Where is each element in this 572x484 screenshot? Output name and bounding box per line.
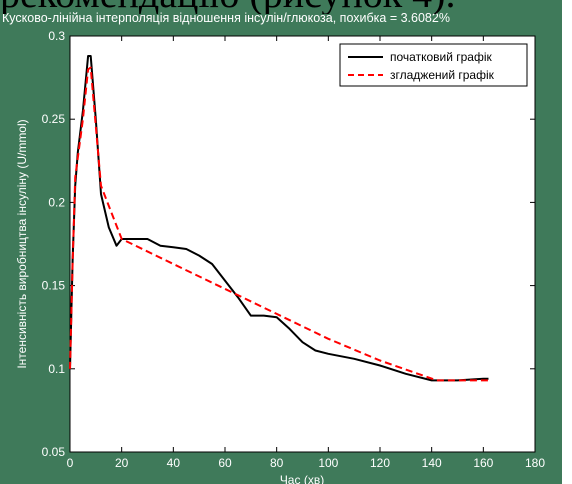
y-axis-label: Інтенсивність виробництва інсуліну (U/mm… [15, 119, 29, 368]
x-tick-label: 0 [67, 456, 74, 470]
legend-label-original: початковий графік [390, 50, 493, 64]
x-tick-label: 80 [270, 456, 284, 470]
x-tick-label: 40 [167, 456, 181, 470]
chart-title: Кусково-лінійна інтерполяція відношення … [2, 11, 450, 25]
x-tick-label: 160 [473, 456, 493, 470]
smoothed-series-line [69, 66, 489, 382]
x-tick-label: 100 [318, 456, 338, 470]
document-fragment: рекомендацію (рисунок 4). [0, 0, 560, 14]
legend-box [339, 43, 528, 87]
x-axis-label: Час (хв) [280, 473, 324, 484]
x-tick-label: 60 [218, 456, 232, 470]
original-series-line [69, 55, 489, 382]
y-tick-label: 0.1 [48, 362, 65, 376]
legend: початковий графік згладжений графік [339, 43, 528, 87]
plot-area [69, 35, 536, 453]
y-tick-label: 0.25 [42, 112, 66, 126]
x-tick-label: 120 [370, 456, 390, 470]
y-tick-label: 0.15 [42, 279, 66, 293]
y-tick-label: 0.3 [48, 29, 65, 43]
legend-label-smoothed: згладжений графік [390, 68, 495, 82]
x-axis-ticks: 0 20 40 60 80 100 120 140 160 180 [67, 36, 545, 470]
x-tick-label: 140 [422, 456, 442, 470]
y-tick-label: 0.05 [42, 445, 66, 459]
x-tick-label: 20 [115, 456, 129, 470]
y-axis-ticks: 0.05 0.1 0.15 0.2 0.25 0.3 [42, 29, 535, 459]
x-tick-label: 180 [525, 456, 545, 470]
y-tick-label: 0.2 [48, 195, 65, 209]
series-layer [69, 55, 489, 382]
